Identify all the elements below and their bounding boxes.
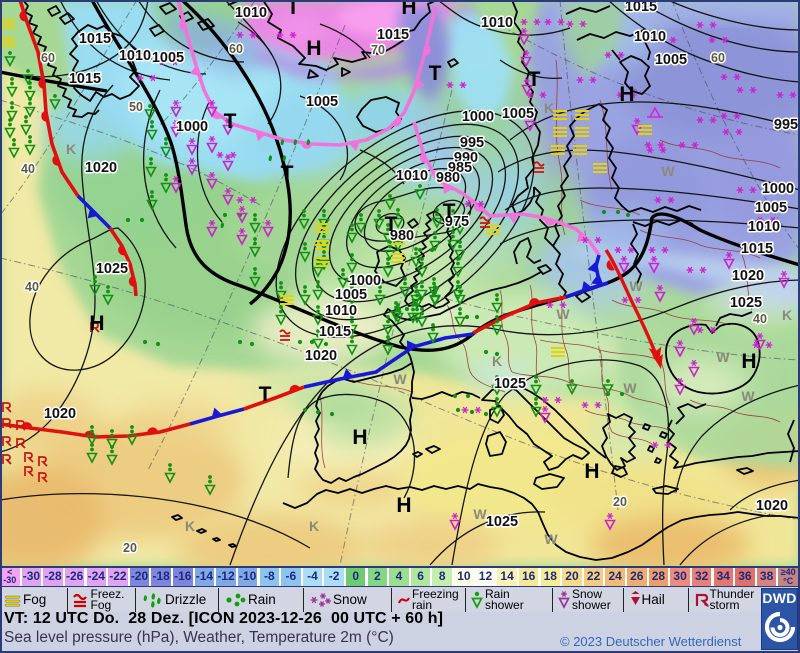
svg-text:K: K	[66, 141, 76, 157]
svg-text:20: 20	[123, 541, 137, 555]
svg-text:1020: 1020	[85, 160, 117, 176]
svg-text:H: H	[396, 494, 411, 517]
svg-text:1010: 1010	[325, 303, 357, 319]
svg-text:W: W	[556, 306, 570, 322]
svg-text:T: T	[259, 383, 272, 406]
svg-text:K: K	[544, 100, 554, 116]
svg-text:1020: 1020	[305, 348, 337, 364]
svg-text:W: W	[473, 506, 487, 522]
svg-text:1020: 1020	[756, 498, 788, 514]
svg-text:K: K	[185, 518, 195, 534]
svg-text:T: T	[281, 162, 294, 185]
svg-text:1015: 1015	[377, 27, 409, 43]
svg-text:W: W	[716, 349, 730, 365]
svg-text:T: T	[224, 110, 237, 133]
svg-text:H: H	[352, 426, 367, 449]
svg-text:K: K	[492, 353, 502, 369]
svg-text:1000: 1000	[176, 119, 208, 135]
svg-text:1025: 1025	[730, 295, 762, 311]
svg-text:T: T	[287, 0, 300, 19]
svg-text:995: 995	[460, 135, 484, 151]
svg-text:1015: 1015	[69, 71, 101, 87]
svg-text:W: W	[393, 371, 407, 387]
svg-text:W: W	[544, 531, 558, 547]
svg-text:40: 40	[25, 280, 39, 294]
svg-text:1020: 1020	[732, 268, 764, 284]
svg-text:70: 70	[371, 43, 385, 57]
svg-text:H: H	[741, 350, 756, 373]
svg-text:H: H	[306, 37, 321, 60]
svg-text:60: 60	[711, 51, 725, 65]
svg-text:1005: 1005	[755, 200, 787, 216]
svg-text:1015: 1015	[741, 241, 773, 257]
svg-text:1010: 1010	[481, 15, 513, 31]
svg-text:20: 20	[613, 495, 627, 509]
svg-text:H: H	[619, 83, 634, 106]
svg-text:1010: 1010	[748, 219, 780, 235]
svg-text:1025: 1025	[494, 376, 526, 392]
svg-text:1000: 1000	[762, 181, 794, 197]
svg-text:1010: 1010	[235, 5, 267, 21]
svg-text:1010: 1010	[634, 29, 666, 45]
svg-text:995: 995	[774, 117, 798, 133]
svg-text:40: 40	[21, 162, 35, 176]
svg-text:H: H	[584, 460, 599, 483]
svg-text:1010: 1010	[396, 168, 428, 184]
svg-text:60: 60	[229, 42, 243, 56]
svg-text:W: W	[741, 388, 755, 404]
svg-text:990: 990	[454, 150, 478, 166]
svg-text:K: K	[309, 518, 319, 534]
svg-text:K: K	[782, 307, 792, 323]
svg-text:980: 980	[390, 228, 414, 244]
svg-text:W: W	[629, 278, 643, 294]
svg-text:1010: 1010	[119, 48, 151, 64]
svg-text:985: 985	[448, 160, 472, 176]
svg-text:1015: 1015	[79, 31, 111, 47]
svg-text:1015: 1015	[319, 324, 351, 340]
svg-text:1005: 1005	[306, 94, 338, 110]
svg-text:1005: 1005	[152, 50, 184, 66]
svg-text:1000: 1000	[349, 273, 381, 289]
svg-text:1015: 1015	[625, 0, 657, 15]
svg-text:975: 975	[445, 214, 469, 230]
svg-text:T: T	[429, 62, 442, 85]
svg-text:T: T	[443, 200, 456, 223]
svg-text:1025: 1025	[486, 514, 518, 530]
svg-text:T: T	[385, 213, 398, 236]
svg-text:980: 980	[436, 170, 460, 186]
svg-text:1005: 1005	[335, 287, 367, 303]
svg-text:1005: 1005	[502, 106, 534, 122]
svg-text:1005: 1005	[655, 52, 687, 68]
svg-text:T: T	[528, 68, 541, 91]
svg-text:50: 50	[129, 100, 143, 114]
svg-text:40: 40	[753, 312, 767, 326]
svg-text:H: H	[89, 312, 104, 335]
svg-text:W: W	[661, 163, 675, 179]
svg-text:H: H	[401, 0, 416, 19]
svg-text:60: 60	[41, 51, 55, 65]
svg-text:W: W	[623, 380, 637, 396]
svg-text:1000: 1000	[462, 109, 494, 125]
svg-text:1025: 1025	[96, 261, 128, 277]
svg-text:1020: 1020	[44, 406, 76, 422]
